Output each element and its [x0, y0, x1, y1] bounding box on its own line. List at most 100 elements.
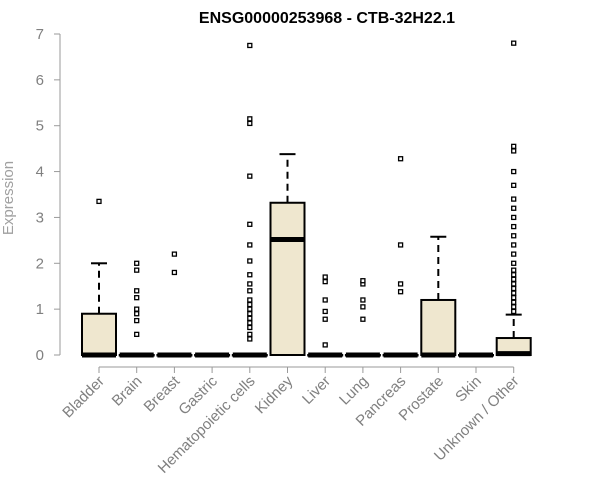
outlier-point — [247, 242, 253, 248]
outlier-point — [322, 308, 328, 315]
outlier-point — [247, 336, 253, 342]
outlier-point — [247, 258, 253, 264]
box-unknown-other — [495, 40, 532, 357]
outlier-point — [247, 311, 253, 317]
box-prostate — [420, 235, 457, 358]
y-tick-label: 3 — [36, 209, 44, 226]
y-tick-label: 4 — [36, 164, 44, 181]
outlier-point — [134, 295, 140, 301]
outlier-point — [511, 223, 517, 230]
outlier-point — [247, 42, 253, 49]
outlier-point — [247, 116, 253, 122]
outlier-point — [322, 316, 328, 322]
outlier-point — [247, 272, 253, 278]
outlier-point — [247, 297, 253, 303]
outlier-point — [511, 308, 517, 315]
outlier-point — [322, 342, 328, 348]
outlier-point — [511, 205, 517, 211]
outlier-point — [360, 316, 366, 322]
outlier-point — [247, 320, 253, 326]
y-tick-label: 2 — [36, 255, 44, 272]
outlier-point — [322, 274, 328, 280]
outlier-point — [96, 198, 102, 205]
box-brain — [118, 260, 155, 358]
y-tick-label: 1 — [36, 301, 44, 318]
outlier-point — [247, 301, 253, 308]
outlier-point — [134, 317, 140, 324]
outlier-point — [134, 267, 140, 273]
outlier-point — [360, 297, 366, 303]
outlier-point — [511, 272, 517, 278]
outlier-point — [247, 315, 253, 321]
x-tick-label: Liver — [299, 373, 334, 408]
box-pancreas — [382, 156, 419, 358]
outlier-point — [171, 251, 178, 257]
outlier-point — [397, 242, 404, 248]
outlier-point — [511, 290, 517, 296]
outlier-point — [511, 242, 517, 248]
y-tick-label: 0 — [36, 347, 44, 364]
outlier-point — [247, 221, 253, 227]
y-axis: 0 1 2 3 4 5 6 7 — [36, 26, 61, 364]
outlier-point — [511, 214, 517, 221]
outlier-point — [511, 40, 517, 46]
outlier-point — [397, 281, 404, 287]
outlier-point — [511, 196, 517, 202]
y-tick-label: 6 — [36, 72, 44, 89]
outlier-point — [511, 251, 517, 257]
box-skin — [458, 352, 494, 358]
box-kidney — [269, 153, 306, 356]
outlier-point — [511, 143, 517, 150]
x-tick-label: Kidney — [252, 372, 297, 417]
box-hematopoietic-cells — [231, 42, 268, 358]
box-lung — [344, 278, 381, 358]
outlier-point — [511, 168, 517, 175]
iqr-box — [81, 312, 117, 357]
outlier-point — [511, 295, 517, 301]
outlier-point — [247, 331, 253, 338]
outlier-point — [360, 278, 366, 284]
x-tick-label: Bladder — [59, 373, 108, 422]
outlier-point — [247, 324, 253, 331]
box-breast — [156, 251, 193, 358]
box-gastric — [194, 352, 231, 358]
outlier-point — [511, 285, 517, 292]
box-series — [81, 40, 532, 358]
outlier-point — [247, 281, 253, 287]
outlier-point — [134, 331, 140, 338]
y-axis-title: Expression — [0, 161, 17, 235]
outlier-point — [134, 311, 140, 317]
outlier-point — [511, 304, 517, 310]
outlier-point — [511, 281, 517, 287]
outlier-point — [511, 148, 517, 154]
x-tick-label: Skin — [452, 373, 485, 406]
outlier-point — [360, 304, 366, 310]
outlier-point — [511, 276, 517, 282]
chart-title: ENSG00000253968 - CTB-32H22.1 — [199, 10, 455, 27]
outlier-point — [511, 267, 517, 273]
outlier-point — [247, 306, 253, 312]
outlier-point — [247, 120, 253, 127]
outlier-point — [511, 233, 517, 239]
y-tick-label: 5 — [36, 118, 44, 135]
outlier-point — [134, 306, 140, 312]
outlier-point — [322, 278, 328, 285]
outlier-point — [511, 299, 517, 305]
outlier-point — [322, 297, 328, 303]
box-bladder — [81, 198, 117, 358]
outlier-point — [134, 288, 140, 294]
y-tick-label: 7 — [36, 26, 44, 43]
outlier-point — [511, 182, 517, 188]
outlier-point — [171, 269, 178, 276]
outlier-point — [397, 289, 404, 295]
outlier-point — [397, 156, 404, 162]
outlier-point — [247, 288, 253, 294]
outlier-point — [134, 260, 140, 266]
outlier-point — [247, 173, 253, 179]
outlier-point — [511, 260, 517, 266]
iqr-box — [269, 201, 306, 356]
iqr-box — [420, 298, 457, 357]
box-liver — [307, 274, 344, 358]
